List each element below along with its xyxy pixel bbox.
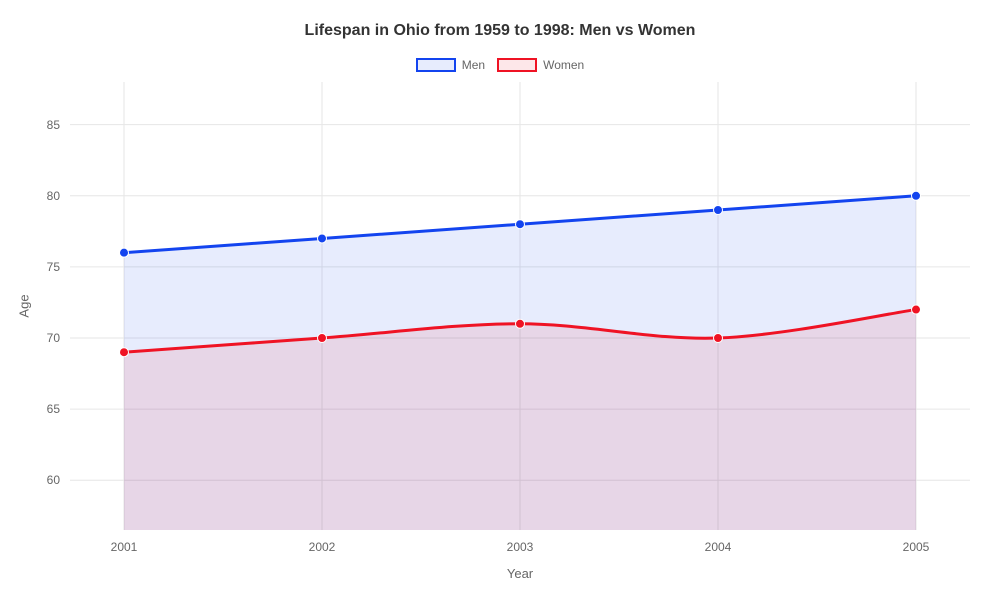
x-tick-label: 2003 [507,540,534,554]
data-point[interactable] [318,234,327,243]
y-tick-label: 60 [47,473,60,487]
x-tick-label: 2002 [309,540,336,554]
data-point[interactable] [912,305,921,314]
data-point[interactable] [120,348,129,357]
chart-container: Lifespan in Ohio from 1959 to 1998: Men … [0,0,1000,600]
chart-title: Lifespan in Ohio from 1959 to 1998: Men … [0,22,1000,40]
x-axis-label: Year [507,566,533,581]
x-tick-label: 2001 [111,540,138,554]
legend-item-men: Men [416,58,485,72]
data-point[interactable] [318,334,327,343]
y-tick-label: 80 [47,189,60,203]
data-point[interactable] [714,206,723,215]
y-tick-label: 85 [47,118,60,132]
legend-label-women: Women [543,58,584,72]
y-tick-label: 65 [47,402,60,416]
legend-swatch-women [497,58,537,72]
chart-legend: Men Women [0,58,1000,72]
y-axis-label: Age [17,294,32,317]
y-tick-label: 75 [47,260,60,274]
legend-swatch-men [416,58,456,72]
data-point[interactable] [516,220,525,229]
legend-label-men: Men [462,58,485,72]
legend-item-women: Women [497,58,584,72]
y-tick-label: 70 [47,331,60,345]
data-point[interactable] [120,248,129,257]
chart-plot [70,82,970,530]
data-point[interactable] [912,191,921,200]
data-point[interactable] [516,319,525,328]
data-point[interactable] [714,334,723,343]
x-tick-label: 2004 [705,540,732,554]
x-tick-label: 2005 [903,540,930,554]
